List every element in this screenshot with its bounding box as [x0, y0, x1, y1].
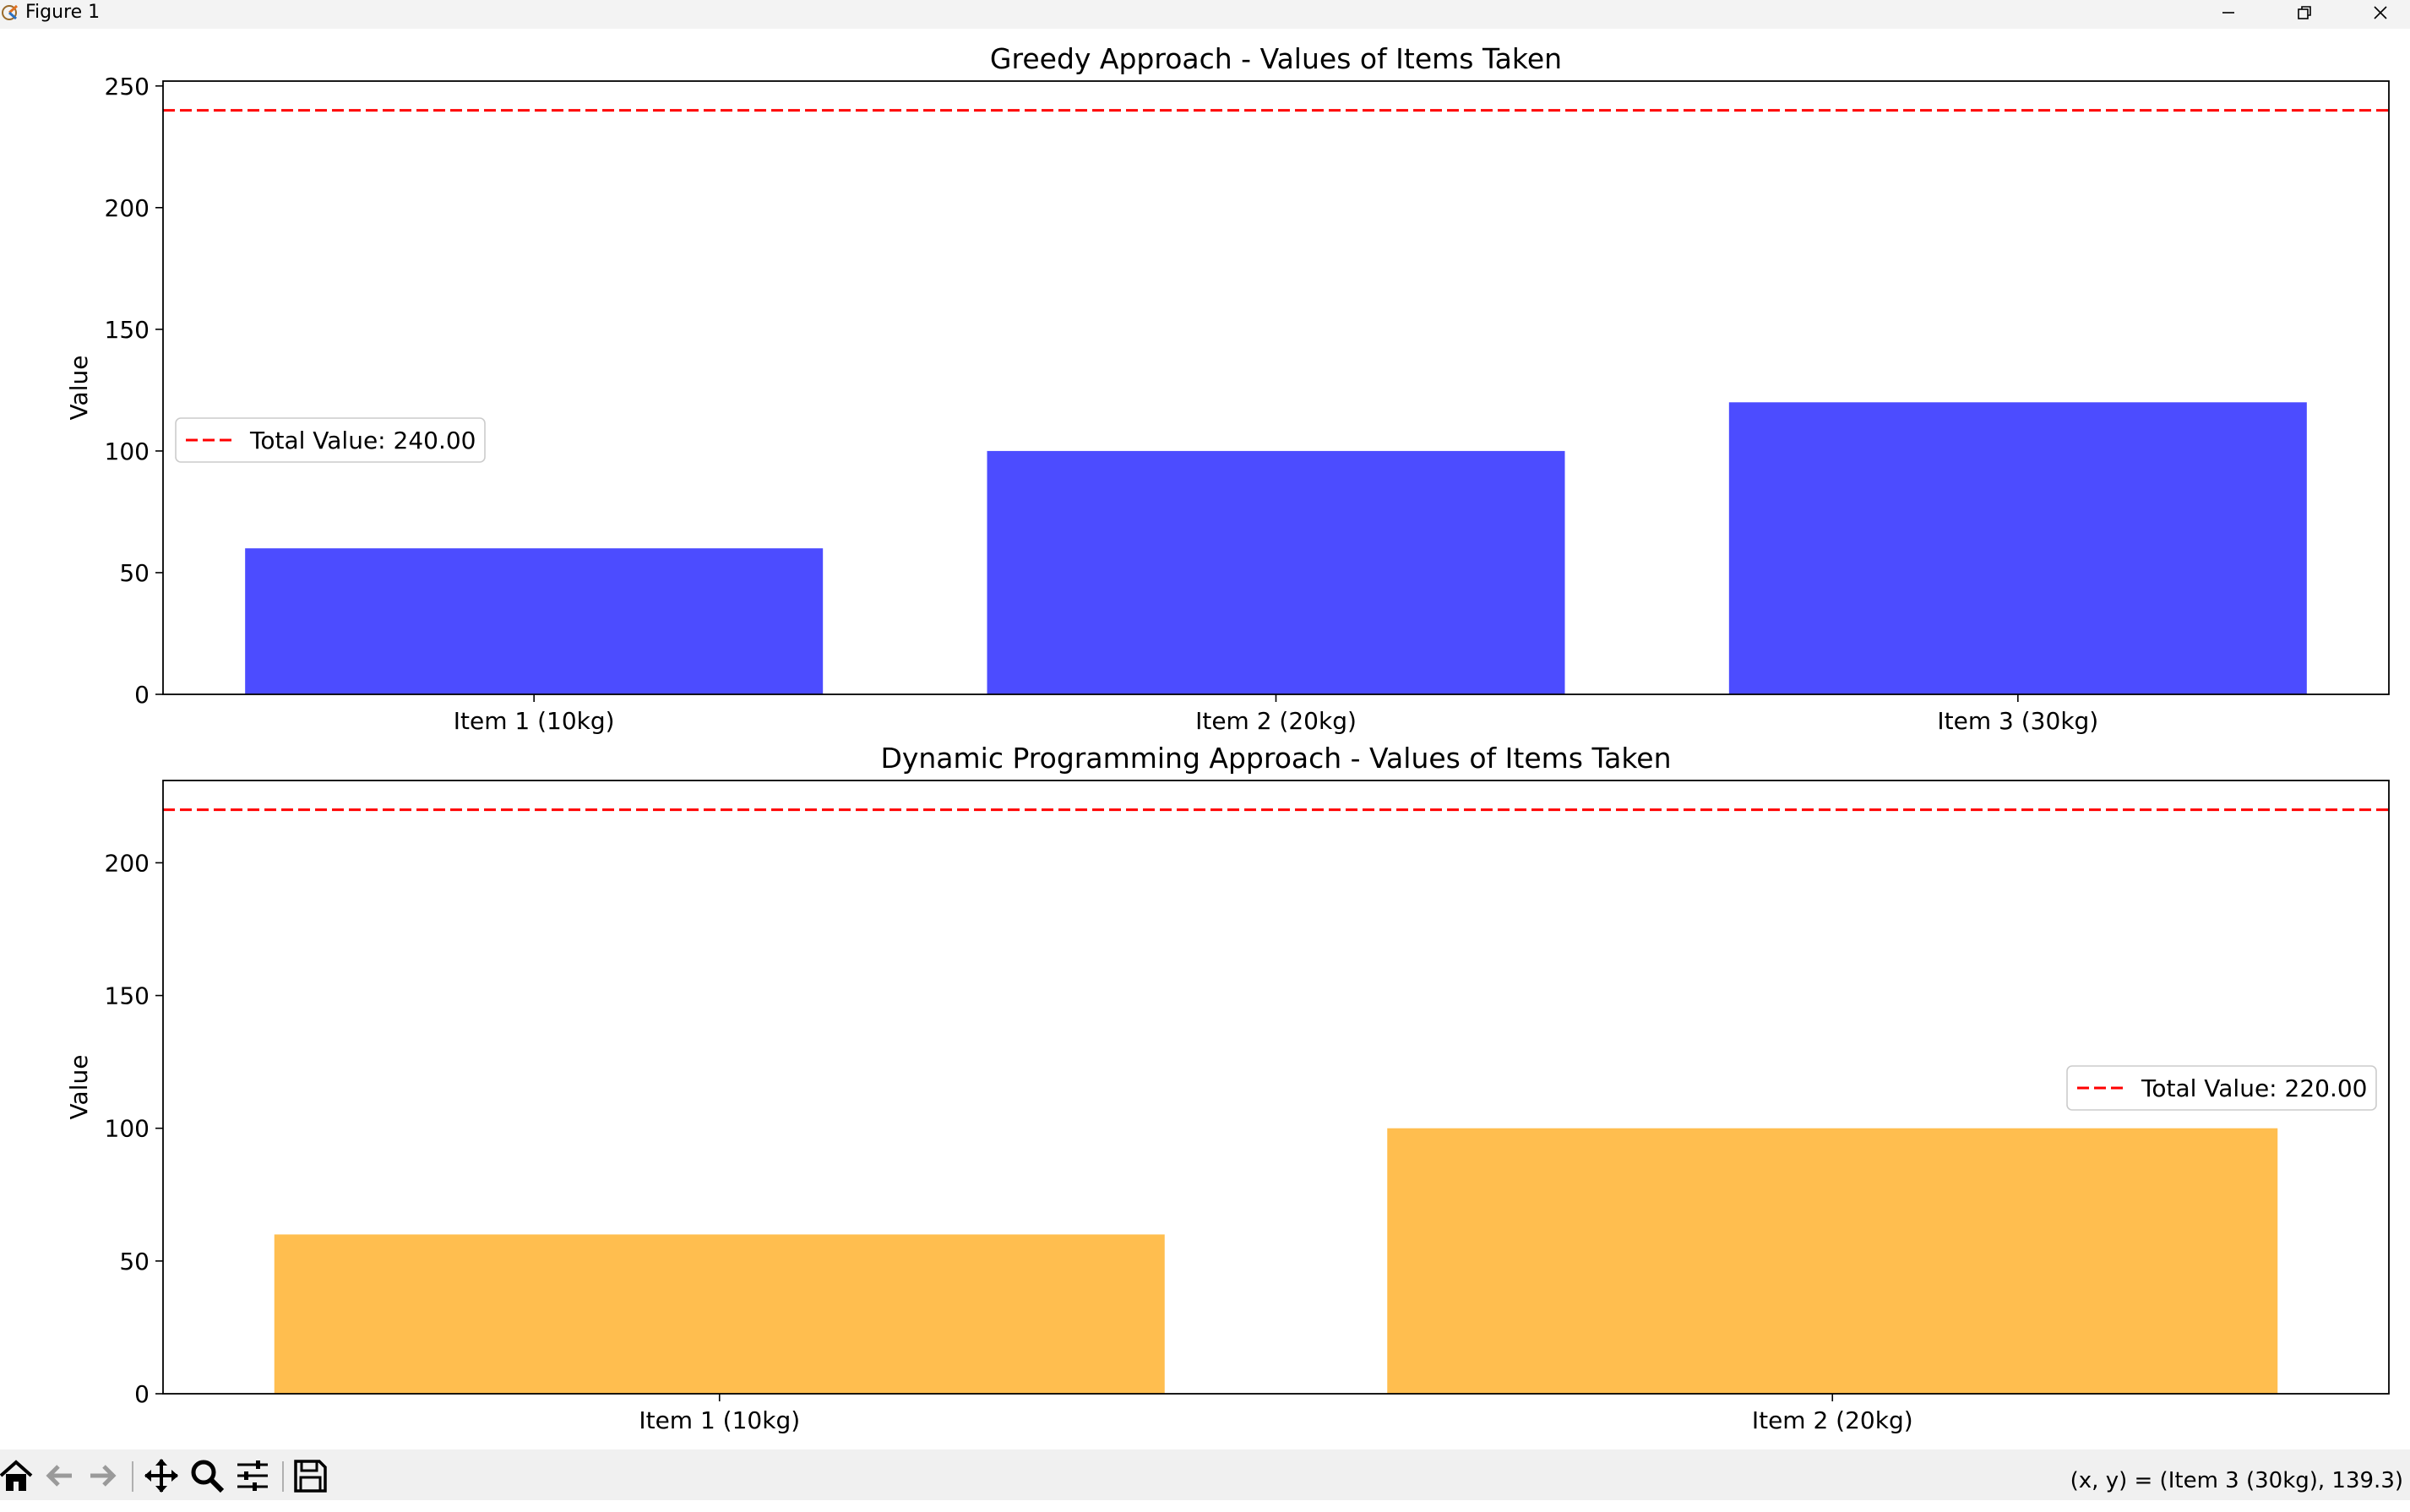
legend-box — [175, 417, 486, 463]
minimize-button[interactable] — [2190, 0, 2266, 25]
toolbar-separator — [132, 1461, 133, 1492]
zoom-magnifier-icon — [191, 1460, 225, 1493]
y-tick-label: 150 — [105, 316, 150, 344]
figure-svg: 0 50 100 150 200 250 Item 1 (10kg) Item 2 (20kg… — [65, 42, 2390, 1434]
zoom-button[interactable] — [188, 1456, 226, 1495]
forward-button[interactable] — [83, 1456, 122, 1495]
window-title: Figure 1 — [25, 2, 101, 23]
bar-item-2-20kg — [1387, 1128, 2278, 1394]
toolbar-separator — [282, 1461, 284, 1492]
y-tick-label: 50 — [119, 1248, 150, 1275]
back-button[interactable] — [41, 1456, 79, 1495]
navigation-toolbar: (x, y) = (Item 3 (30kg), 139.3) — [0, 1449, 2410, 1500]
minimize-icon — [2222, 12, 2234, 14]
y-tick-label: 200 — [105, 849, 150, 877]
x-tick-label: Item 1 (10kg) — [454, 707, 615, 735]
bar-item-2-20kg — [987, 450, 1565, 694]
y-tick-label: 0 — [134, 681, 150, 709]
restore-icon — [2298, 6, 2311, 19]
home-icon — [0, 1460, 33, 1491]
bar-item-1-10kg — [274, 1234, 1165, 1394]
y-axis-label: Value — [65, 1055, 93, 1120]
matplotlib-app-icon — [0, 2, 22, 24]
y-tick-label: 100 — [105, 1115, 150, 1143]
y-tick-label: 200 — [105, 194, 150, 222]
pan-move-icon — [144, 1459, 178, 1493]
close-button[interactable] — [2342, 0, 2410, 25]
x-tick-label: Item 3 (30kg) — [1937, 707, 2098, 735]
pan-button[interactable] — [142, 1456, 181, 1495]
home-button[interactable] — [0, 1456, 35, 1495]
window-titlebar: Figure 1 — [0, 0, 2410, 29]
axes-frame — [162, 780, 2390, 1395]
configure-subplots-icon — [237, 1460, 268, 1491]
y-tick-label: 100 — [105, 438, 150, 465]
chart-title: Dynamic Programming Approach - Values of… — [880, 742, 1671, 775]
figure-canvas[interactable]: 0 50 100 150 200 250 Item 1 (10kg) Item 2 (20kg… — [0, 29, 2410, 1449]
bar-item-3-30kg — [1728, 402, 2307, 694]
legend-box — [2066, 1065, 2377, 1111]
x-tick-label: Item 2 (20kg) — [1752, 1406, 1913, 1434]
save-button[interactable] — [291, 1456, 329, 1495]
configure-subplots-button[interactable] — [233, 1456, 272, 1495]
cursor-coordinates-readout: (x, y) = (Item 3 (30kg), 139.3) — [2070, 1468, 2403, 1493]
bar-item-1-10kg — [245, 548, 824, 694]
y-tick-label: 150 — [105, 982, 150, 1010]
y-tick-label: 0 — [134, 1380, 150, 1408]
y-tick-label: 250 — [105, 73, 150, 101]
x-tick-label: Item 1 (10kg) — [639, 1406, 800, 1434]
chart-title: Greedy Approach - Values of Items Taken — [990, 42, 1562, 75]
save-floppy-icon — [294, 1460, 327, 1493]
y-axis-label: Value — [65, 356, 93, 421]
forward-arrow-icon — [90, 1465, 117, 1487]
x-tick-label: Item 2 (20kg) — [1195, 707, 1357, 735]
restore-button[interactable] — [2266, 0, 2342, 25]
y-tick-label: 50 — [119, 559, 150, 587]
close-icon — [2374, 6, 2387, 19]
legend-label: Total Value: 220.00 — [2141, 1074, 2368, 1102]
legend-label: Total Value: 240.00 — [249, 427, 476, 454]
back-arrow-icon — [46, 1465, 72, 1487]
